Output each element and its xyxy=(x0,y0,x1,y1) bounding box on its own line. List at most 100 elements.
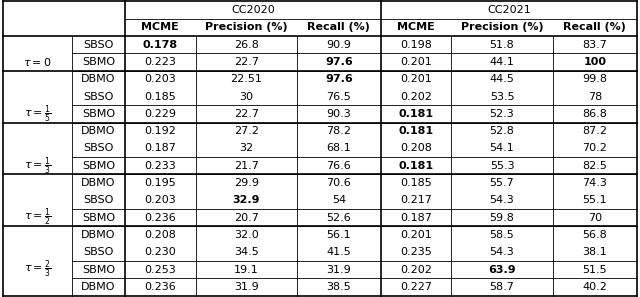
Text: 70: 70 xyxy=(588,213,602,223)
Text: 0.236: 0.236 xyxy=(145,282,176,292)
Text: 0.230: 0.230 xyxy=(145,247,176,257)
Text: 19.1: 19.1 xyxy=(234,265,259,274)
Text: 55.7: 55.7 xyxy=(490,178,515,188)
Text: 70.6: 70.6 xyxy=(326,178,351,188)
Text: 54.1: 54.1 xyxy=(490,143,515,154)
Text: 0.181: 0.181 xyxy=(399,161,434,171)
Text: SBMO: SBMO xyxy=(82,109,115,119)
Text: 31.9: 31.9 xyxy=(326,265,351,274)
Text: MCME: MCME xyxy=(397,23,435,32)
Text: 0.227: 0.227 xyxy=(400,282,432,292)
Text: 86.8: 86.8 xyxy=(582,109,607,119)
Text: Precision (%): Precision (%) xyxy=(205,23,287,32)
Text: 31.9: 31.9 xyxy=(234,282,259,292)
Text: 56.8: 56.8 xyxy=(582,230,607,240)
Text: 0.208: 0.208 xyxy=(145,230,176,240)
Text: DBMO: DBMO xyxy=(81,282,116,292)
Text: 0.203: 0.203 xyxy=(145,195,176,206)
Text: 63.9: 63.9 xyxy=(488,265,516,274)
Text: 58.7: 58.7 xyxy=(490,282,515,292)
Text: SBMO: SBMO xyxy=(82,161,115,171)
Text: SBSO: SBSO xyxy=(83,143,114,154)
Text: 0.217: 0.217 xyxy=(400,195,432,206)
Text: 59.8: 59.8 xyxy=(490,213,515,223)
Text: 20.7: 20.7 xyxy=(234,213,259,223)
Text: 100: 100 xyxy=(583,57,606,67)
Text: 0.202: 0.202 xyxy=(400,91,432,102)
Text: 0.185: 0.185 xyxy=(400,178,432,188)
Text: 27.2: 27.2 xyxy=(234,126,259,136)
Text: 0.229: 0.229 xyxy=(144,109,176,119)
Text: 0.192: 0.192 xyxy=(145,126,176,136)
Text: 90.9: 90.9 xyxy=(326,40,351,50)
Text: 54: 54 xyxy=(332,195,346,206)
Text: 82.5: 82.5 xyxy=(582,161,607,171)
Text: 97.6: 97.6 xyxy=(325,74,353,84)
Text: 51.8: 51.8 xyxy=(490,40,515,50)
Text: CC2021: CC2021 xyxy=(487,5,531,15)
Text: 22.7: 22.7 xyxy=(234,57,259,67)
Text: 0.202: 0.202 xyxy=(400,265,432,274)
Text: 0.201: 0.201 xyxy=(400,57,432,67)
Text: Recall (%): Recall (%) xyxy=(563,23,626,32)
Text: $\tau = \frac{1}{2}$: $\tau = \frac{1}{2}$ xyxy=(24,207,51,228)
Text: 68.1: 68.1 xyxy=(326,143,351,154)
Text: 32.0: 32.0 xyxy=(234,230,259,240)
Text: 74.3: 74.3 xyxy=(582,178,607,188)
Text: $\tau = \frac{1}{3}$: $\tau = \frac{1}{3}$ xyxy=(24,155,51,176)
Text: 54.3: 54.3 xyxy=(490,247,515,257)
Text: 26.8: 26.8 xyxy=(234,40,259,50)
Text: 83.7: 83.7 xyxy=(582,40,607,50)
Text: $\tau = 0$: $\tau = 0$ xyxy=(23,56,52,68)
Text: 0.187: 0.187 xyxy=(400,213,432,223)
Text: 99.8: 99.8 xyxy=(582,74,607,84)
Text: Precision (%): Precision (%) xyxy=(461,23,543,32)
Text: 76.5: 76.5 xyxy=(326,91,351,102)
Text: 0.208: 0.208 xyxy=(400,143,432,154)
Text: 32.9: 32.9 xyxy=(232,195,260,206)
Text: 30: 30 xyxy=(239,91,253,102)
Text: 0.236: 0.236 xyxy=(145,213,176,223)
Text: SBSO: SBSO xyxy=(83,91,114,102)
Text: 76.6: 76.6 xyxy=(326,161,351,171)
Text: 40.2: 40.2 xyxy=(582,282,607,292)
Text: 90.3: 90.3 xyxy=(326,109,351,119)
Text: 0.181: 0.181 xyxy=(399,126,434,136)
Text: 56.1: 56.1 xyxy=(326,230,351,240)
Text: 22.7: 22.7 xyxy=(234,109,259,119)
Text: DBMO: DBMO xyxy=(81,74,116,84)
Text: SBMO: SBMO xyxy=(82,265,115,274)
Text: 87.2: 87.2 xyxy=(582,126,607,136)
Text: 0.198: 0.198 xyxy=(400,40,432,50)
Text: 0.185: 0.185 xyxy=(145,91,176,102)
Text: SBMO: SBMO xyxy=(82,57,115,67)
Text: 0.201: 0.201 xyxy=(400,74,432,84)
Text: 44.1: 44.1 xyxy=(490,57,515,67)
Text: 0.235: 0.235 xyxy=(400,247,432,257)
Text: 41.5: 41.5 xyxy=(326,247,351,257)
Text: 53.5: 53.5 xyxy=(490,91,515,102)
Text: 0.187: 0.187 xyxy=(145,143,176,154)
Text: CC2020: CC2020 xyxy=(231,5,275,15)
Text: 22.51: 22.51 xyxy=(230,74,262,84)
Text: 52.3: 52.3 xyxy=(490,109,515,119)
Text: 54.3: 54.3 xyxy=(490,195,515,206)
Text: 55.3: 55.3 xyxy=(490,161,515,171)
Text: SBSO: SBSO xyxy=(83,247,114,257)
Text: 38.1: 38.1 xyxy=(582,247,607,257)
Text: 55.1: 55.1 xyxy=(582,195,607,206)
Text: 0.253: 0.253 xyxy=(145,265,176,274)
Text: 44.5: 44.5 xyxy=(490,74,515,84)
Text: SBSO: SBSO xyxy=(83,40,114,50)
Text: DBMO: DBMO xyxy=(81,230,116,240)
Text: DBMO: DBMO xyxy=(81,126,116,136)
Text: 0.181: 0.181 xyxy=(399,109,434,119)
Text: 32: 32 xyxy=(239,143,253,154)
Text: 70.2: 70.2 xyxy=(582,143,607,154)
Text: 78: 78 xyxy=(588,91,602,102)
Text: DBMO: DBMO xyxy=(81,178,116,188)
Text: 51.5: 51.5 xyxy=(582,265,607,274)
Text: 52.8: 52.8 xyxy=(490,126,515,136)
Text: 38.5: 38.5 xyxy=(326,282,351,292)
Text: 0.233: 0.233 xyxy=(145,161,176,171)
